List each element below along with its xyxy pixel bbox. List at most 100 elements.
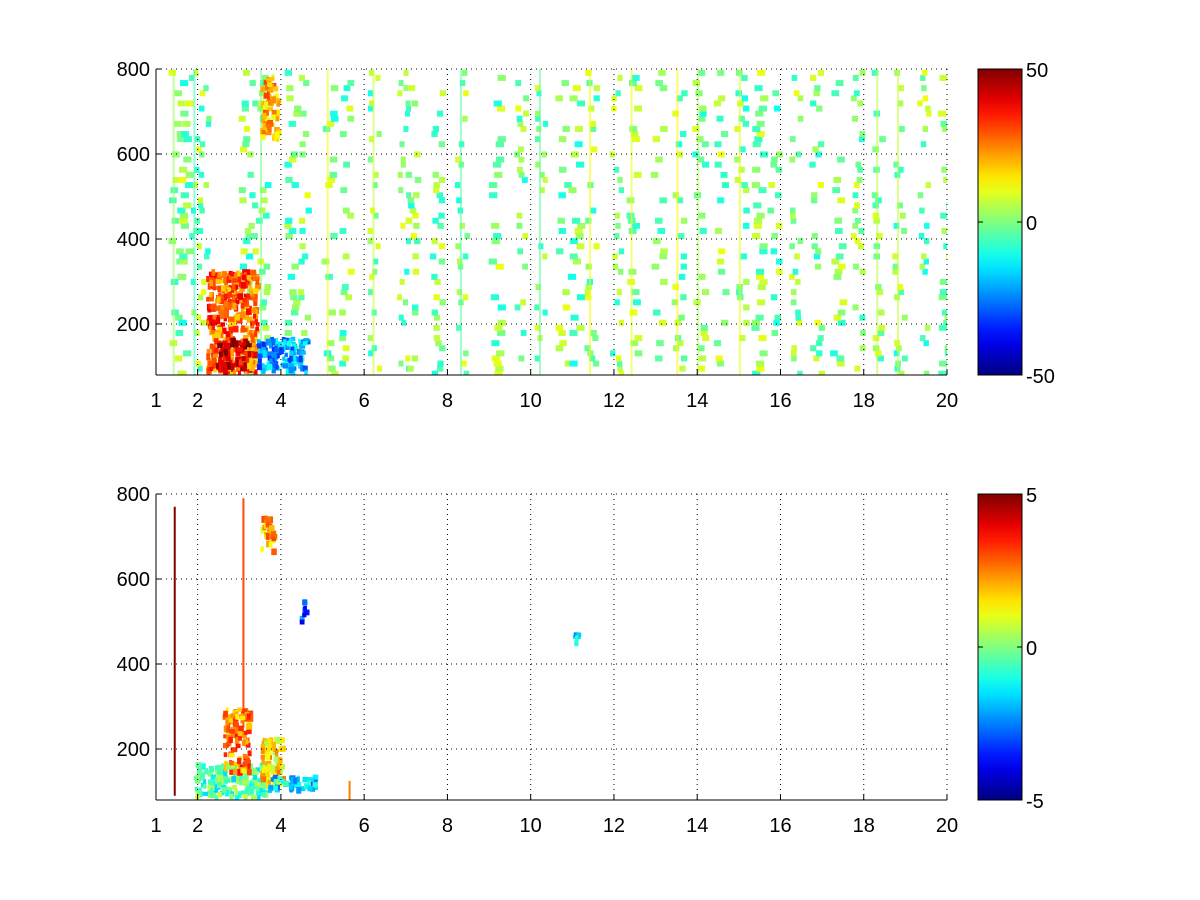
heatmap-cell [226, 303, 232, 310]
heatmap-stripe [588, 69, 591, 375]
heatmap-cell [893, 222, 900, 229]
heatmap-cell [754, 136, 763, 143]
heatmap-cell [572, 85, 581, 92]
heatmap-cell [523, 95, 529, 102]
heatmap-cell [491, 238, 500, 245]
heatmap-cell [585, 69, 592, 76]
heatmap-cell [618, 319, 625, 326]
heatmap-cell [273, 355, 278, 363]
heatmap-cell [921, 85, 927, 92]
heatmap-cell [272, 96, 277, 104]
heatmap-cell [265, 760, 272, 766]
heatmap-cell [872, 212, 880, 219]
heatmap-cell [185, 171, 194, 178]
heatmap-cell [215, 317, 221, 325]
heatmap-cell [698, 273, 706, 280]
heatmap-cell [414, 176, 422, 183]
heatmap-cell [811, 192, 818, 199]
heatmap-cell [676, 197, 684, 204]
heatmap-cell [236, 359, 240, 367]
heatmap-cell [346, 105, 354, 112]
heatmap-cell [285, 344, 290, 350]
heatmap-cell [223, 276, 227, 284]
heatmap-cell [892, 263, 899, 270]
heatmap-cell [218, 365, 222, 373]
heatmap-cell [797, 370, 803, 375]
heatmap-cell [238, 359, 243, 366]
heatmap-cell [248, 285, 253, 292]
heatmap-cell [877, 329, 885, 336]
heatmap-cell [271, 82, 277, 88]
heatmap-cell [652, 238, 661, 245]
heatmap-cell [252, 794, 258, 800]
heatmap-cell [699, 105, 707, 112]
heatmap-cell [249, 80, 256, 87]
heatmap-cell [944, 345, 947, 352]
heatmap-cell [226, 344, 231, 351]
heatmap-cell [926, 110, 932, 117]
heatmap-cell [776, 258, 783, 265]
heatmap-cell [174, 314, 183, 321]
heatmap-cell [368, 69, 375, 76]
heatmap-cell [859, 69, 866, 76]
heatmap-cell [285, 368, 290, 375]
heatmap-cell [436, 192, 443, 199]
heatmap-cell [209, 292, 213, 298]
heatmap-cell [535, 110, 541, 117]
heatmap-cell [439, 345, 446, 352]
heatmap-cell [340, 289, 348, 296]
heatmap-cell [211, 357, 217, 362]
heatmap-cell [203, 85, 209, 92]
heatmap-cell [265, 753, 271, 760]
heatmap-cell [652, 136, 661, 143]
heatmap-cell [254, 276, 260, 281]
heatmap-cell [588, 105, 595, 112]
heatmap-cell [345, 294, 352, 301]
heatmap-cell [658, 69, 666, 76]
heatmap-cell [325, 182, 333, 189]
heatmap-cell [817, 335, 824, 342]
heatmap-cell [237, 370, 242, 375]
heatmap-cell [585, 263, 592, 270]
heatmap-cell [813, 355, 820, 362]
heatmap-region [193, 761, 269, 800]
heatmap-cell [252, 248, 259, 255]
heatmap-cell [518, 171, 525, 178]
heatmap-cell [289, 350, 294, 356]
heatmap-cell [818, 370, 826, 375]
heatmap-stripe [697, 69, 700, 375]
heatmap-cell [286, 95, 294, 102]
heatmap-cell [856, 176, 863, 183]
heatmap-cell [247, 171, 254, 178]
heatmap-cell [206, 275, 210, 283]
heatmap-stripe [172, 69, 175, 375]
heatmap-cell [239, 263, 247, 270]
heatmap-cell [299, 227, 306, 234]
heatmap-cell [228, 273, 234, 280]
heatmap-cell [172, 176, 181, 183]
heatmap-cell [941, 309, 947, 316]
heatmap-cell [329, 156, 338, 163]
heatmap-cell [222, 340, 228, 346]
heatmap-cell [267, 351, 274, 356]
heatmap-cell [872, 146, 879, 153]
heatmap-cell [272, 766, 276, 771]
heatmap-cell [201, 278, 207, 285]
heatmap-cell [284, 352, 288, 358]
heatmap-cell [229, 343, 235, 348]
heatmap-cell [920, 74, 926, 81]
heatmap-cell [672, 284, 679, 291]
heatmap-cell [872, 335, 880, 342]
heatmap-cell [629, 309, 638, 316]
heatmap-cell [893, 350, 900, 357]
heatmap-cell [401, 319, 407, 326]
heatmap-cell [248, 344, 252, 351]
heatmap-cell [216, 296, 221, 303]
heatmap-cell [455, 156, 461, 163]
heatmap-cell [614, 299, 620, 306]
heatmap-cell [902, 355, 908, 362]
heatmap-cell [212, 353, 219, 358]
heatmap-cell [655, 156, 663, 163]
heatmap-cell [759, 278, 768, 285]
